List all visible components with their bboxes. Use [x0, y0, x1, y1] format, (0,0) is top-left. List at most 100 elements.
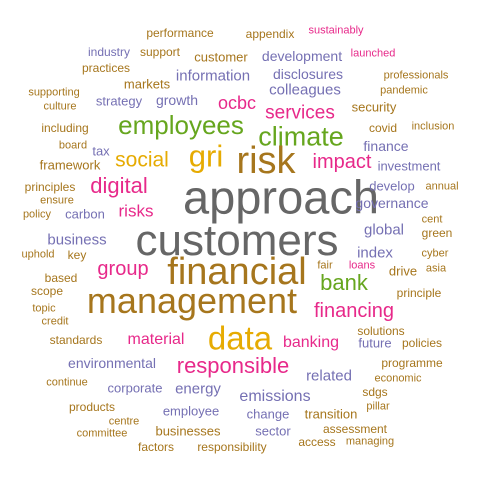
word-including: including: [41, 121, 89, 135]
word-corporate: corporate: [107, 380, 163, 396]
word-based: based: [44, 271, 78, 285]
word-access: access: [298, 435, 336, 449]
word-industry: industry: [87, 45, 131, 59]
word-customers: customers: [135, 216, 339, 265]
word-covid: covid: [368, 121, 398, 135]
word-responsibility: responsibility: [197, 440, 267, 454]
word-social: social: [115, 148, 169, 172]
word-framework: framework: [39, 157, 101, 173]
word-carbon: carbon: [65, 206, 105, 222]
word-pandemic: pandemic: [380, 84, 428, 97]
word-bank: bank: [320, 270, 368, 295]
word-ensure: ensure: [40, 194, 74, 207]
word-annual: annual: [425, 180, 459, 193]
word-investment: investment: [377, 158, 441, 174]
word-inclusion: inclusion: [411, 120, 455, 133]
word-climate: climate: [258, 121, 344, 152]
word-related: related: [306, 367, 352, 385]
word-board: board: [58, 139, 88, 152]
word-strategy: strategy: [95, 93, 143, 109]
word-launched: launched: [350, 47, 396, 60]
word-change: change: [246, 406, 290, 422]
word-financial: financial: [167, 251, 307, 293]
word-employee: employee: [162, 403, 220, 419]
word-policies: policies: [401, 336, 443, 350]
word-pillar: pillar: [366, 400, 390, 413]
word-products: products: [68, 400, 116, 414]
word-emissions: emissions: [239, 388, 311, 405]
word-environmental: environmental: [68, 355, 156, 371]
word-impact: impact: [312, 151, 372, 173]
word-scope: scope: [30, 284, 64, 298]
word-assessment: assessment: [322, 422, 388, 436]
word-approach: approach: [183, 170, 379, 224]
word-growth: growth: [155, 92, 199, 108]
word-professionals: professionals: [383, 69, 449, 82]
word-responsible: responsible: [176, 353, 290, 378]
word-policy: policy: [22, 208, 52, 221]
word-digital: digital: [90, 173, 148, 198]
word-disclosures: disclosures: [272, 66, 344, 82]
word-uphold: uphold: [21, 248, 55, 261]
word-credit: credit: [41, 315, 69, 328]
word-asia: asia: [425, 262, 447, 275]
word-standards: standards: [49, 333, 103, 347]
word-drive: drive: [388, 263, 418, 279]
word-finance: finance: [363, 138, 409, 154]
word-data: data: [207, 319, 273, 357]
word-risks: risks: [118, 201, 154, 221]
word-sector: sector: [255, 423, 291, 439]
word-key: key: [67, 248, 87, 262]
word-financing: financing: [313, 300, 395, 322]
word-index: index: [357, 244, 393, 262]
word-centre: centre: [108, 415, 140, 428]
word-appendix: appendix: [245, 27, 295, 41]
word-economic: economic: [374, 372, 422, 385]
word-management: management: [86, 280, 298, 321]
word-energy: energy: [175, 380, 221, 398]
word-transition: transition: [304, 406, 358, 422]
word-topic: topic: [32, 302, 56, 315]
word-risk: risk: [236, 140, 296, 182]
word-cyber: cyber: [421, 247, 449, 260]
word-supporting: supporting: [28, 86, 80, 99]
word-material: material: [127, 331, 185, 348]
word-markets: markets: [123, 76, 171, 92]
word-continue: continue: [46, 376, 88, 389]
word-programme: programme: [381, 356, 443, 370]
word-green: green: [421, 226, 453, 240]
word-customer: customer: [194, 49, 248, 65]
word-ocbc: ocbc: [217, 93, 257, 113]
word-banking: banking: [282, 334, 340, 351]
word-gri: gri: [188, 138, 224, 174]
word-sustainably: sustainably: [308, 24, 364, 37]
word-develop: develop: [369, 178, 415, 194]
word-information: information: [175, 67, 251, 85]
word-tax: tax: [92, 143, 110, 159]
word-performance: performance: [146, 26, 214, 40]
word-cent: cent: [421, 213, 443, 226]
word-group: group: [97, 258, 149, 280]
word-sdgs: sdgs: [362, 385, 388, 399]
word-culture: culture: [43, 100, 77, 113]
word-colleagues: colleagues: [269, 81, 341, 99]
word-fair: fair: [317, 259, 333, 272]
word-global: global: [363, 221, 405, 239]
word-managing: managing: [345, 435, 395, 448]
word-business: business: [47, 231, 107, 249]
word-governance: governance: [355, 195, 429, 211]
word-future: future: [358, 335, 392, 351]
word-support: support: [139, 45, 181, 59]
word-development: development: [261, 48, 343, 64]
word-services: services: [265, 102, 335, 124]
word-principle: principle: [396, 286, 442, 300]
word-practices: practices: [81, 61, 131, 75]
word-solutions: solutions: [357, 324, 405, 338]
word-factors: factors: [137, 440, 175, 454]
word-employees: employees: [118, 110, 244, 140]
word-loans: loans: [348, 259, 376, 272]
word-principles: principles: [24, 180, 76, 194]
word-businesses: businesses: [155, 423, 221, 439]
word-security: security: [351, 99, 397, 115]
